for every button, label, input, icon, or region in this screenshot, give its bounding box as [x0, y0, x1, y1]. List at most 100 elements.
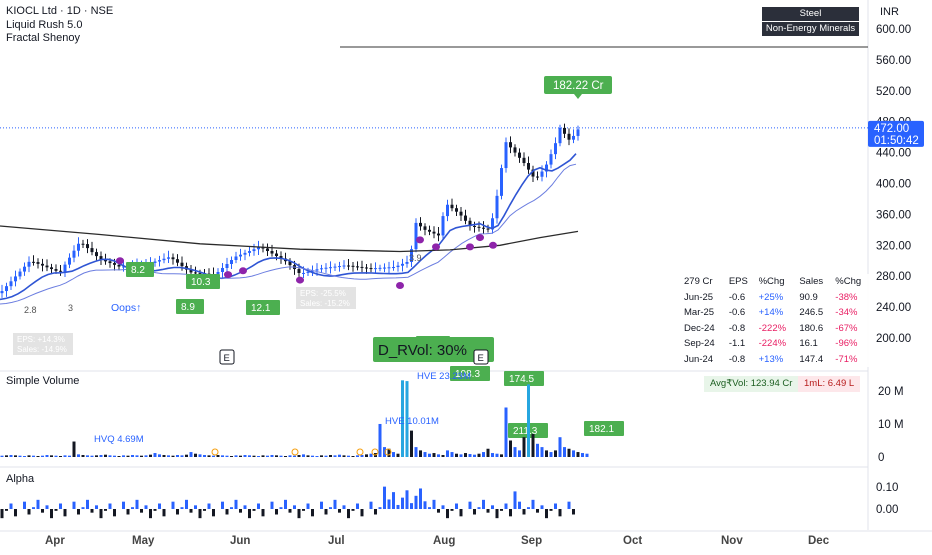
alpha-bar: [0, 509, 4, 519]
table-cell: +13%: [758, 353, 784, 365]
price-axis-label: 400.00: [876, 179, 911, 191]
table-row: Jun-25 -0.6 +25% 90.9 -38%: [682, 290, 872, 306]
sector-tag-steel: Steel: [762, 7, 859, 21]
alpha-bar: [270, 501, 274, 509]
table-cell: -222%: [758, 322, 787, 334]
time-axis-label: Dec: [808, 535, 830, 547]
symbol-title[interactable]: KIOCL Ltd · 1D · NSE: [6, 5, 114, 17]
candle-body: [441, 216, 445, 236]
price-axis-label: 600.00: [876, 24, 911, 36]
candle-body: [122, 266, 125, 268]
volume-bar: [230, 456, 233, 457]
hvq-label: HVQ 4.69M: [94, 434, 144, 445]
alpha-bar: [153, 509, 157, 511]
volume-bar: [198, 454, 202, 457]
price-axis-label: 240.00: [876, 302, 911, 314]
alpha-bar: [293, 505, 296, 509]
alpha-bar: [135, 499, 139, 509]
volume-bar: [567, 448, 571, 457]
candle-body: [347, 265, 350, 267]
volume-bar: [563, 447, 566, 457]
candle-body: [374, 268, 377, 270]
countdown-timer: 01:50:42: [874, 135, 919, 147]
volume-bar: [293, 455, 296, 457]
candle-body: [54, 269, 58, 271]
candle-body: [383, 267, 386, 269]
volume-bar: [315, 456, 319, 457]
volume-bar: [158, 454, 161, 457]
indicator-liquid-rush[interactable]: Liquid Rush 5.0: [6, 19, 83, 31]
volume-pane-title: Simple Volume: [6, 375, 79, 387]
volume-bar: [396, 453, 400, 457]
candle-body: [225, 263, 229, 268]
candle-body: [243, 252, 247, 255]
time-axis-label: Nov: [721, 535, 743, 547]
alpha-bar: [572, 509, 575, 515]
volume-bar: [77, 454, 80, 457]
table-cell: -71%: [835, 353, 858, 365]
volume-bar: [153, 453, 157, 457]
indicator-fractal-shenoy[interactable]: Fractal Shenoy: [6, 32, 80, 44]
alpha-bar: [243, 505, 247, 509]
candle-body: [482, 227, 485, 229]
volume-bar: [5, 455, 8, 457]
candle-body: [86, 244, 89, 249]
candle-body: [401, 263, 404, 266]
volume-bar: [266, 455, 269, 457]
candle-body: [554, 143, 557, 155]
volume-bar: [360, 455, 364, 457]
green-label-text: 8.9: [181, 302, 195, 313]
table-cell: Sep-24: [684, 338, 715, 350]
candle-body: [473, 225, 476, 227]
candle-body: [531, 169, 535, 177]
alpha-bar: [185, 499, 188, 509]
table-header-cell: 279 Cr: [684, 276, 713, 288]
candle-body: [504, 142, 508, 169]
candle-body: [513, 147, 517, 153]
volume-bar: [162, 455, 166, 457]
ema-mid-line: [0, 163, 577, 305]
alpha-bar: [360, 509, 364, 517]
volume-bar: [297, 455, 301, 457]
volume-bar: [401, 380, 404, 457]
alpha-bar: [567, 501, 571, 509]
alpha-bar: [338, 509, 341, 513]
alpha-bar: [23, 501, 26, 509]
table-cell: 147.4: [799, 353, 824, 365]
volume-bar: [302, 454, 305, 457]
alpha-bar: [257, 503, 260, 509]
volume-bar: [63, 455, 67, 457]
volume-bar: [459, 454, 463, 457]
candle-body: [419, 222, 422, 227]
volume-bar: [50, 455, 53, 457]
faded-eps-box-text: EPS: +14.3%: [17, 335, 65, 344]
candle-body: [437, 233, 440, 236]
volume-bar: [167, 455, 170, 457]
volume-bar: [333, 455, 337, 457]
pocket-pivot-dot: [432, 243, 440, 251]
table-cell: -38%: [835, 291, 858, 303]
candle-body: [90, 248, 94, 253]
alpha-bar: [554, 503, 557, 509]
price-axis-label: 560.00: [876, 55, 911, 67]
candle-body: [486, 228, 490, 230]
alpha-bar: [279, 507, 283, 509]
volume-bar: [387, 448, 391, 457]
candle-body: [396, 265, 400, 268]
volume-bar: [455, 453, 458, 457]
volume-bar: [248, 455, 251, 457]
table-cell: 16.1: [799, 338, 818, 350]
candle-body: [153, 261, 157, 263]
alpha-bar: [545, 509, 548, 519]
volume-bar: [383, 447, 386, 457]
candle-body: [45, 265, 49, 268]
candle-body: [297, 269, 301, 274]
alpha-bar: [333, 499, 337, 509]
table-row: Jun-24 -0.8 +13% 147.4 -71%: [682, 352, 872, 368]
volume-bar: [261, 455, 265, 457]
table-row: Sep-24 -1.1 -224% 16.1 -96%: [682, 336, 872, 352]
volume-bar: [257, 456, 260, 457]
volume-bar: [329, 455, 332, 457]
candle-body: [423, 226, 427, 230]
